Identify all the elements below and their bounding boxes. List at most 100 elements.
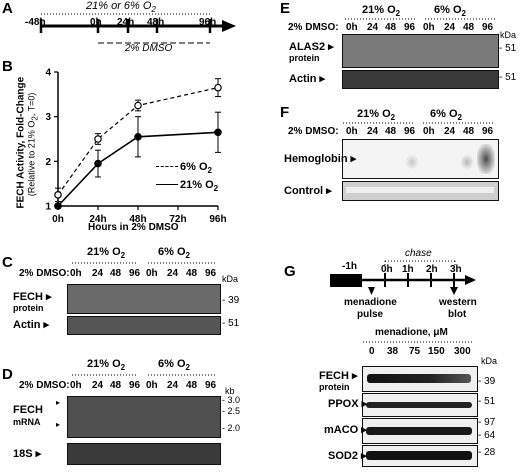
legend-6pct-swatch	[156, 166, 178, 167]
e-lane-5: 24	[444, 22, 456, 33]
tick-a-24: 24h	[117, 17, 135, 28]
f-hemoglobin-blot	[342, 139, 499, 179]
c-dmso-label: 2% DMSO:	[19, 268, 70, 279]
d-fech-blot	[67, 396, 221, 438]
legend-21pct: 21% O2	[156, 179, 218, 193]
f-lane-3: 96	[404, 126, 416, 137]
f-group-6-sub: 2	[457, 113, 462, 123]
panel-g-letter: G	[284, 263, 296, 280]
c-fech-blot	[67, 284, 221, 314]
g-blot-label-1: western	[439, 297, 477, 308]
legend-21pct-sub: 2	[213, 184, 219, 194]
series-line-21pct	[57, 131, 219, 207]
g-tick-1: 1h	[402, 264, 414, 275]
tick-a-0: 0h	[90, 17, 102, 28]
g-maco-text: mACO	[324, 424, 359, 436]
g-pulse-label-2: pulse	[357, 309, 384, 320]
series-line-6pct	[57, 87, 219, 196]
e-actin-label: Actin ▸	[289, 73, 326, 85]
d-lane-2: 48	[110, 380, 122, 391]
panel-e-letter: E	[280, 0, 291, 17]
f-lane-4: 0h	[423, 126, 435, 137]
f-lane-6: 48	[463, 126, 475, 137]
g-tick-2: 2h	[426, 264, 438, 275]
data-point-6pct	[214, 83, 222, 92]
d-group-6: 6% O2	[158, 358, 190, 372]
c-actin-blot	[67, 316, 221, 335]
f-control-label: Control ▸	[284, 185, 332, 197]
d-group-21: 21% O2	[87, 358, 125, 372]
c-group-6-label: 6% O	[158, 246, 186, 258]
x-tick-label: 48h	[129, 214, 146, 225]
e-kda: kDa	[500, 30, 517, 40]
c-lane-7: 96	[205, 268, 217, 279]
g-marker-39-text: 39	[484, 376, 496, 387]
g-marker-51: - 51	[478, 396, 496, 407]
legend-6pct-sub: 2	[207, 166, 212, 176]
c-lane-6: 48	[186, 268, 198, 279]
g-ppox-band	[366, 402, 472, 408]
e-lane-0: 0h	[346, 22, 358, 33]
x-tick-label: 96h	[209, 214, 226, 225]
e-lane-2: 48	[385, 22, 397, 33]
c-lane-2: 48	[110, 268, 122, 279]
d-marker-2: - 2.0	[222, 423, 241, 433]
d-group-21-sub: 2	[120, 363, 126, 373]
c-marker-39-text: 39	[228, 295, 240, 306]
e-dmso-label: 2% DMSO:	[288, 22, 339, 33]
g-tick-3: 3h	[450, 264, 462, 275]
g-maco-blot	[362, 418, 478, 444]
e-lane-1: 24	[367, 22, 379, 33]
g-maco-band	[366, 427, 472, 435]
e-group-6-sub: 2	[461, 9, 466, 19]
c-lane-5: 24	[167, 268, 179, 279]
y-tick-label: 4	[45, 68, 51, 79]
g-ppox-text: PPOX	[328, 398, 359, 410]
g-pulse-label-1: menadione	[344, 297, 397, 308]
f-hemoglobin-label: Hemoglobin ▸	[284, 153, 357, 165]
f-group-lines	[343, 122, 495, 124]
g-timeline-svg	[330, 260, 476, 295]
f-lane-7: 96	[482, 126, 494, 137]
f-group-21-label: 21% O	[357, 108, 391, 120]
d-dmso-label: 2% DMSO:	[19, 380, 70, 391]
d-marker-3: - 3.0	[222, 395, 241, 405]
c-lane-0: 0h	[70, 268, 82, 279]
data-point-6pct	[134, 101, 142, 110]
e-actin-text: Actin	[289, 73, 317, 85]
d-marker-25-text: 2.5	[227, 406, 241, 416]
d-arrow-bottom: ▸	[56, 420, 61, 429]
c-marker-51: - 51	[222, 318, 240, 329]
g-chase-label: chase	[405, 248, 432, 259]
d-18s-text: 18S	[13, 448, 33, 460]
f-dmso-label: 2% DMSO:	[288, 126, 339, 137]
c-group-21-label: 21% O	[87, 246, 121, 258]
panel-b-letter: B	[2, 58, 13, 75]
d-marker-2-text: 2.0	[227, 423, 241, 433]
g-sod2-blot	[362, 445, 478, 467]
panel-a-timeline: 21% or 6% O2 -48h 0h 24h 48h 96h 2% DMSO	[0, 0, 260, 55]
c-kda: kDa	[222, 274, 239, 284]
g-sod2-label: SOD2 ▸	[328, 450, 367, 462]
g-conc-line	[363, 341, 473, 343]
panel-d-letter: D	[2, 366, 13, 383]
d-18s-label: 18S ▸	[13, 448, 42, 460]
d-group-6-sub: 2	[185, 363, 190, 373]
g-marker-51-text: 51	[484, 396, 496, 407]
e-marker-51a: - 51	[499, 43, 517, 54]
panel-a-letter: A	[2, 0, 13, 17]
d-lane-4: 0h	[146, 380, 158, 391]
oxygen-label-sub: 2	[151, 5, 156, 15]
d-lane-7: 96	[205, 380, 217, 391]
c-marker-51-text: 51	[228, 318, 240, 329]
g-kda: kDa	[481, 356, 498, 366]
c-group-21: 21% O2	[87, 246, 125, 260]
e-lane-6: 48	[463, 22, 475, 33]
e-alas2-text: ALAS2	[289, 41, 326, 53]
g-sod2-band	[366, 451, 472, 460]
g-tick-0: 0h	[381, 264, 393, 275]
e-alas2-label: ALAS2 ▸	[289, 41, 334, 53]
g-marker-64: - 64	[478, 430, 496, 441]
f-control-blot	[342, 181, 499, 201]
g-fech-blot	[362, 366, 478, 392]
